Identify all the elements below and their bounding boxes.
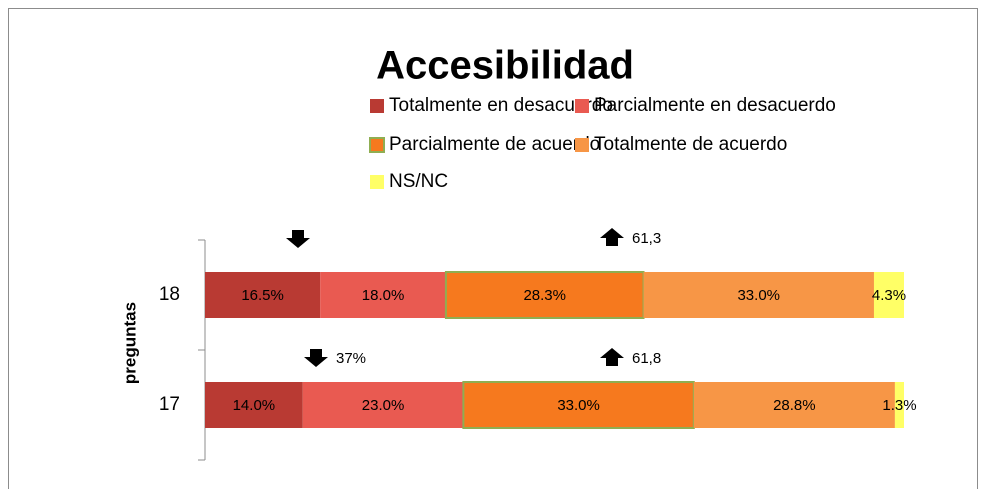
legend-swatch (370, 175, 384, 189)
legend-label: Totalmente en desacuerdo (389, 95, 613, 116)
y-axis-label: preguntas (120, 302, 139, 384)
data-label: 18.0% (362, 287, 405, 304)
legend-swatch (370, 99, 384, 113)
bar-segment (320, 272, 446, 318)
data-label: 33.0% (557, 397, 600, 414)
data-label: 14.0% (233, 397, 276, 414)
data-label: 23.0% (362, 397, 405, 414)
y-tick-label: 17 (159, 394, 180, 415)
bar-segment (894, 382, 904, 428)
y-tick-label: 18 (159, 284, 180, 305)
arrow-up (600, 228, 624, 246)
arrow-down (286, 230, 310, 248)
bar-segment (205, 272, 321, 318)
bar-segment (462, 381, 695, 429)
arrow-down (304, 349, 328, 367)
legend-swatch (369, 137, 385, 153)
annotation: 61,8 (632, 350, 661, 367)
arrow-up (600, 348, 624, 366)
data-label: 28.3% (523, 287, 566, 304)
legend-swatch (575, 99, 589, 113)
annotation: 61,3 (632, 230, 661, 247)
legend-label: Parcialmente de acuerdo (389, 134, 600, 155)
legend-label: NS/NC (389, 171, 448, 192)
bar-segment (643, 272, 874, 318)
legend-label: Totalmente de acuerdo (594, 134, 787, 155)
bar-segment (873, 272, 904, 318)
bar-segment (302, 382, 464, 428)
data-label: 4.3% (872, 287, 906, 304)
arrows (286, 228, 624, 367)
data-label: 33.0% (737, 287, 780, 304)
data-label: 16.5% (241, 287, 284, 304)
chart-title: Accesibilidad (376, 44, 634, 88)
annotation: 37% (336, 350, 366, 367)
bar-segment (693, 382, 895, 428)
data-label: 28.8% (773, 397, 816, 414)
legend-label: Parcialmente en desacuerdo (594, 95, 836, 116)
data-label: 1.3% (882, 397, 916, 414)
bar-segment (205, 382, 303, 428)
legend-swatch (575, 138, 589, 152)
